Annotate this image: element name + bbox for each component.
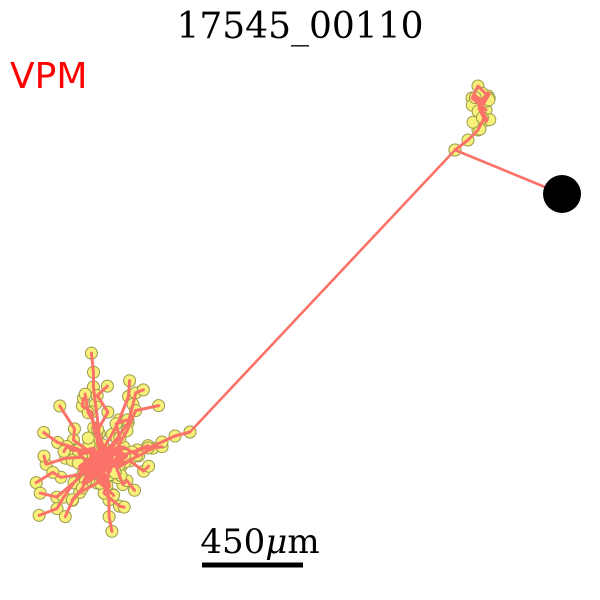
axon-main-path (188, 148, 564, 434)
neurite-node (81, 431, 95, 445)
scale-bar-label: 450μm (190, 522, 330, 562)
scale-bar-unit-symbol: μ (265, 522, 288, 562)
soma-dot (543, 175, 581, 213)
upper-tuft-core (471, 91, 491, 123)
scale-bar-unit-suffix: m (287, 522, 320, 562)
arbor-bridge-path (114, 430, 192, 460)
neurite-paths (34, 84, 564, 533)
figure-title: 17545_00110 (176, 6, 424, 47)
scale-bar-value: 450 (200, 522, 266, 562)
region-label: VPM (10, 56, 88, 97)
arbor-core-path (77, 444, 129, 489)
